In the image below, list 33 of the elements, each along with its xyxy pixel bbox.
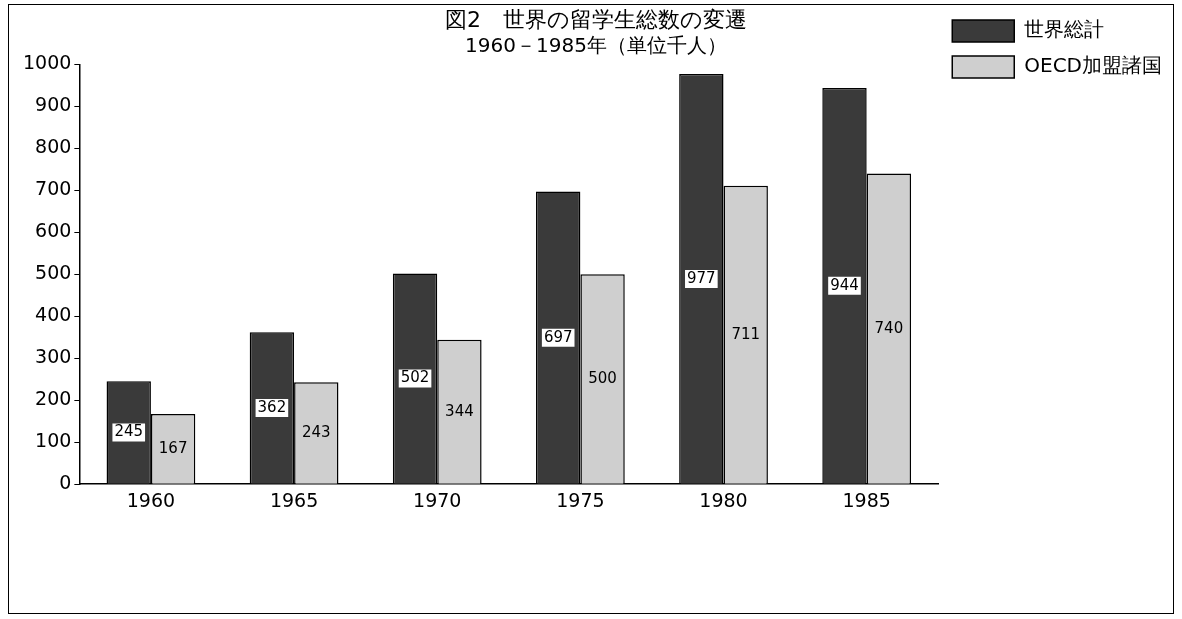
x-tick-label: 1985 xyxy=(842,488,891,511)
x-tick-label: 1970 xyxy=(413,488,462,511)
x-tick-label: 1980 xyxy=(699,488,748,511)
y-tick-label: 0 xyxy=(59,471,72,494)
y-tick-label: 500 xyxy=(35,261,72,284)
y-tick-label: 1000 xyxy=(22,51,72,74)
data-label: 167 xyxy=(158,438,188,457)
y-tick-label: 100 xyxy=(35,429,72,452)
x-tick-label: 1975 xyxy=(556,488,605,511)
data-label: 502 xyxy=(400,368,430,387)
data-label: 362 xyxy=(257,397,287,416)
x-tick-label: 1960 xyxy=(126,488,176,511)
legend-label: OECD加盟諸国 xyxy=(1024,53,1163,78)
y-tick-label: 900 xyxy=(35,93,72,116)
data-label: 740 xyxy=(874,318,904,337)
data-label: 697 xyxy=(543,327,573,346)
data-label: 711 xyxy=(731,324,761,343)
data-label: 944 xyxy=(830,275,859,294)
y-tick-label: 200 xyxy=(35,387,72,410)
chart-subtitle: 1960－1985年（単位千人） xyxy=(465,32,727,57)
legend-label: 世界総計 xyxy=(1024,17,1105,42)
data-label: 977 xyxy=(687,268,716,287)
data-label: 500 xyxy=(588,368,617,387)
y-tick-label: 700 xyxy=(35,177,72,200)
y-tick-label: 800 xyxy=(35,135,72,158)
x-tick-label: 1965 xyxy=(269,488,319,511)
data-label: 344 xyxy=(445,401,474,420)
y-tick-label: 400 xyxy=(35,303,72,326)
y-tick-label: 300 xyxy=(35,345,72,368)
chart-title: 図2 世界の留学生総数の変遷 xyxy=(445,6,747,32)
data-label: 243 xyxy=(301,422,331,441)
data-label: 245 xyxy=(114,422,144,441)
y-tick-label: 600 xyxy=(35,219,72,242)
